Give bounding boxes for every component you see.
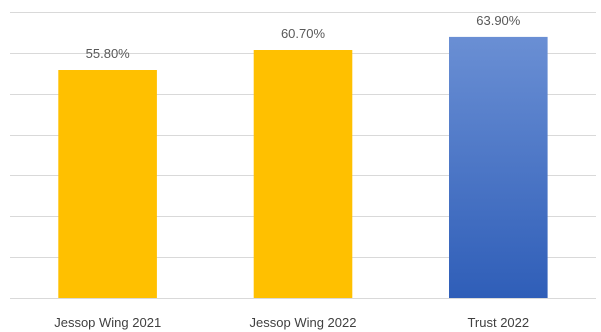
category-labels: Jessop Wing 2021 Jessop Wing 2022 Trust 20… [54, 315, 529, 330]
data-labels: 55.80% 60.70% 63.90% [86, 13, 521, 61]
bar-jessop-wing-2021 [58, 70, 157, 298]
bars [58, 36, 548, 299]
category-label: Jessop Wing 2022 [250, 315, 357, 330]
data-label: 55.80% [86, 46, 131, 61]
data-label: 60.70% [281, 26, 326, 41]
bar-jessop-wing-2022 [253, 50, 353, 298]
bar-trust-2022 [449, 36, 548, 299]
data-label: 63.90% [476, 13, 521, 28]
category-label: Trust 2022 [467, 315, 529, 330]
category-label: Jessop Wing 2021 [54, 315, 161, 330]
